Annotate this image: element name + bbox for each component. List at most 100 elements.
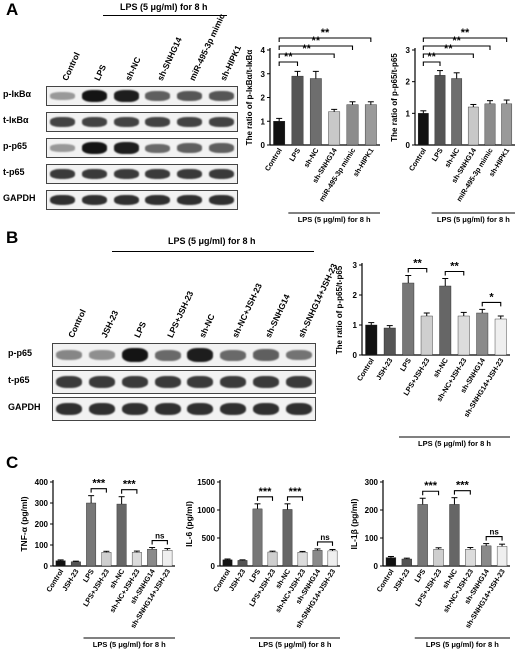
panel-label-c: C bbox=[6, 453, 19, 472]
blot-band bbox=[50, 116, 76, 128]
blot-band bbox=[285, 375, 312, 389]
y-tick-label: 1000 bbox=[197, 506, 215, 515]
group-label: LPS (5 μg/ml) for 8 h bbox=[298, 215, 371, 224]
bar bbox=[116, 503, 127, 567]
significance-label: ns bbox=[320, 533, 330, 542]
significance-label: ** bbox=[284, 51, 293, 63]
bar bbox=[237, 560, 248, 567]
y-tick-label: 2 bbox=[406, 78, 411, 87]
blot-strip bbox=[46, 190, 238, 210]
blot-band bbox=[285, 402, 312, 416]
x-tick-label: Control bbox=[355, 356, 376, 382]
y-axis-label: IL-6 (pg/ml) bbox=[184, 501, 194, 547]
panel-a-treatment-line bbox=[103, 15, 227, 16]
significance-bracket bbox=[444, 270, 465, 276]
blot-band bbox=[176, 143, 203, 153]
lane-label: LPS bbox=[131, 320, 148, 340]
blot-band bbox=[187, 348, 214, 362]
y-tick-label: 0 bbox=[353, 351, 358, 360]
blot-band bbox=[187, 402, 214, 416]
bar bbox=[282, 509, 293, 567]
blot-band bbox=[252, 349, 279, 361]
significance-label: ** bbox=[450, 261, 459, 273]
blot-strip bbox=[52, 397, 316, 421]
western-blot-b: Control JSH-23 LPS LPS+JSH-23 sh-NC sh-NC+JSH… bbox=[0, 0, 339, 421]
bar bbox=[291, 75, 304, 146]
bar bbox=[401, 558, 412, 567]
significance-bracket bbox=[422, 490, 440, 496]
panel-label-a: A bbox=[6, 0, 19, 19]
blot-row-label: GAPDH bbox=[3, 193, 36, 203]
y-tick-label: 100 bbox=[365, 534, 379, 543]
bar bbox=[465, 548, 476, 567]
significance-label: *** bbox=[456, 480, 470, 492]
blot-row-label: p-IκBα bbox=[3, 89, 32, 99]
blot-band bbox=[208, 194, 234, 206]
blot-band bbox=[176, 91, 203, 101]
bar bbox=[439, 285, 452, 356]
y-axis-label: IL-1β (pg/ml) bbox=[349, 498, 359, 549]
bar bbox=[484, 103, 496, 146]
y-tick-label: 500 bbox=[202, 534, 216, 543]
x-tick-label: LPS bbox=[398, 356, 413, 373]
blot-band bbox=[145, 143, 171, 153]
lane-label: LPS+JSH-23 bbox=[164, 289, 195, 340]
blot-band bbox=[145, 116, 171, 128]
x-tick-label: LPS bbox=[287, 146, 302, 163]
blot-row-label: t-p65 bbox=[3, 167, 25, 177]
blot-band bbox=[113, 194, 139, 206]
y-tick-label: 3 bbox=[353, 261, 358, 270]
significance-bracket bbox=[278, 45, 354, 50]
blot-band bbox=[113, 168, 139, 180]
y-axis-label: The ratio of p-p65/t-p65 bbox=[390, 53, 399, 142]
significance-label: ns bbox=[489, 528, 499, 537]
blot-band bbox=[252, 402, 279, 416]
blot-band bbox=[81, 90, 108, 102]
blot-row-label: p-p65 bbox=[3, 141, 28, 151]
blot-band bbox=[89, 375, 116, 389]
significance-bracket bbox=[422, 61, 441, 66]
bar bbox=[417, 113, 429, 146]
y-axis-label: The ratio of p-p65/t-p65 bbox=[335, 265, 344, 354]
bar bbox=[297, 552, 308, 567]
x-tick-label: Control bbox=[263, 146, 284, 172]
bar bbox=[496, 546, 508, 567]
bar bbox=[312, 550, 323, 567]
significance-label: *** bbox=[424, 480, 438, 492]
blot-row-label: t-p65 bbox=[8, 375, 30, 385]
y-tick-label: 1 bbox=[353, 321, 358, 330]
blot-band bbox=[121, 348, 148, 362]
y-tick-label: 100 bbox=[35, 541, 49, 550]
bar bbox=[364, 104, 377, 146]
blot-band bbox=[176, 194, 203, 206]
bar bbox=[86, 502, 97, 567]
significance-label: ** bbox=[427, 51, 436, 63]
bar bbox=[346, 104, 359, 146]
bar bbox=[55, 560, 66, 567]
blot-band bbox=[50, 168, 76, 180]
significance-bracket bbox=[422, 37, 508, 42]
blot-band bbox=[220, 402, 247, 416]
bar bbox=[385, 557, 397, 567]
y-tick-label: 2 bbox=[261, 94, 266, 103]
bar bbox=[420, 315, 433, 356]
y-tick-label: 1 bbox=[261, 117, 266, 126]
y-tick-label: 1 bbox=[406, 109, 411, 118]
y-tick-label: 3 bbox=[406, 46, 411, 55]
significance-bracket bbox=[422, 45, 491, 50]
panel-a-treatment-label: LPS (5 μg/ml) for 8 h bbox=[120, 2, 208, 12]
significance-bracket bbox=[278, 53, 335, 58]
y-tick-label: 0 bbox=[261, 141, 266, 150]
y-axis-label: The ratio of p-IκBα/t-IκBα bbox=[245, 50, 254, 146]
bar bbox=[467, 106, 479, 146]
bar bbox=[417, 504, 428, 567]
significance-label: ** bbox=[302, 43, 311, 55]
y-tick-label: 200 bbox=[365, 506, 379, 515]
blot-band bbox=[208, 143, 234, 153]
blot-band bbox=[50, 194, 76, 206]
group-label: LPS (5 μg/ml) for 8 h bbox=[437, 215, 510, 224]
panel-b-treatment-line bbox=[112, 251, 314, 252]
blot-strip bbox=[46, 86, 238, 106]
significance-label: ** bbox=[452, 35, 461, 47]
